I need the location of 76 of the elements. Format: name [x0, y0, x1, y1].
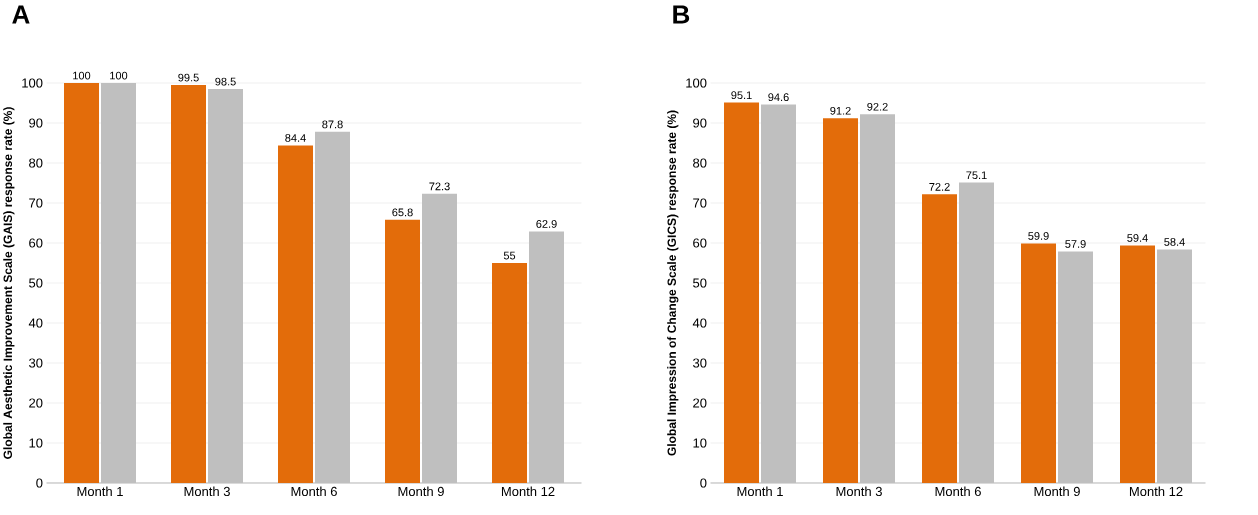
bar	[171, 85, 206, 483]
bar	[492, 263, 527, 483]
y-tick-label: 60	[29, 238, 43, 248]
y-tick-label: 100	[686, 78, 707, 88]
chart-title: A	[12, 5, 30, 24]
data-label: 95.1	[731, 91, 752, 100]
y-tick-label: 70	[29, 198, 43, 208]
x-tick-label: Month 1	[77, 486, 123, 497]
y-tick-label: 50	[29, 278, 43, 288]
y-axis-title: Global Impression of Change Scale (GICS) response rate (%)	[667, 110, 679, 456]
bar	[1157, 249, 1193, 483]
x-tick-label: Month 6	[935, 486, 981, 497]
y-tick-label: 70	[693, 198, 707, 208]
x-tick-label: Month 9	[1034, 486, 1080, 497]
data-label: 87.8	[322, 120, 343, 129]
y-tick-label: 0	[36, 478, 43, 488]
y-tick-label: 30	[693, 358, 707, 368]
x-tick-label: Month 9	[398, 486, 444, 497]
data-label: 75.1	[966, 171, 987, 180]
bar	[422, 193, 457, 483]
bar	[959, 182, 995, 483]
y-tick-label: 40	[28, 318, 43, 328]
data-label: 100	[73, 71, 91, 80]
data-label: 100	[110, 71, 128, 80]
data-label: 84.4	[285, 134, 306, 142]
bar	[1021, 243, 1057, 483]
x-tick-label: Month 3	[184, 486, 230, 497]
data-label: 91.2	[830, 106, 851, 115]
data-label: 55	[503, 251, 516, 260]
bar	[278, 145, 313, 483]
bar	[315, 131, 351, 483]
y-tick-label: 50	[693, 278, 707, 288]
bar	[1058, 251, 1094, 483]
x-tick-label: Month 12	[501, 486, 555, 497]
x-tick-label: Month 1	[737, 486, 783, 497]
data-label: 57.9	[1065, 240, 1086, 248]
y-tick-label: 20	[29, 398, 43, 408]
y-axis-title: Global Aesthetic Improvement Scale (GAIS) response rate (%)	[3, 107, 15, 459]
data-label: 59.4	[1127, 234, 1148, 242]
y-tick-label: 100	[22, 78, 43, 88]
x-tick-label: Month 6	[291, 486, 337, 497]
y-tick-label: 80	[693, 158, 707, 168]
bar	[208, 89, 243, 483]
y-tick-label: 10	[693, 438, 707, 448]
bar	[64, 83, 99, 483]
bar	[761, 104, 797, 483]
data-label: 59.9	[1028, 232, 1049, 240]
bar	[1120, 245, 1156, 483]
y-tick-label: 0	[700, 478, 707, 488]
data-label: 92.2	[867, 102, 888, 111]
data-label: 62.9	[536, 220, 557, 228]
bar	[860, 114, 896, 483]
bar	[823, 118, 859, 483]
bar	[922, 194, 958, 483]
y-tick-label: 80	[29, 158, 43, 168]
data-label: 58.4	[1164, 238, 1185, 246]
y-tick-label: 90	[693, 118, 707, 128]
bar	[529, 231, 564, 483]
x-tick-label: Month 3	[836, 486, 882, 497]
y-tick-label: 60	[693, 238, 707, 248]
data-label: 72.3	[429, 182, 450, 191]
x-tick-label: Month 12	[1129, 486, 1183, 497]
chart-title: B	[673, 5, 690, 24]
y-tick-label: 10	[29, 438, 43, 448]
y-tick-label: 90	[29, 118, 43, 128]
bar	[724, 102, 760, 483]
data-label: 94.6	[768, 93, 789, 102]
data-label: 98.5	[215, 77, 236, 86]
y-tick-label: 40	[692, 318, 707, 328]
data-label: 99.5	[178, 73, 199, 82]
bar	[385, 219, 420, 483]
bar	[101, 83, 136, 483]
data-label: 65.8	[392, 208, 413, 217]
data-label: 72.2	[929, 183, 950, 191]
y-tick-label: 30	[29, 358, 43, 368]
y-tick-label: 20	[693, 398, 707, 408]
